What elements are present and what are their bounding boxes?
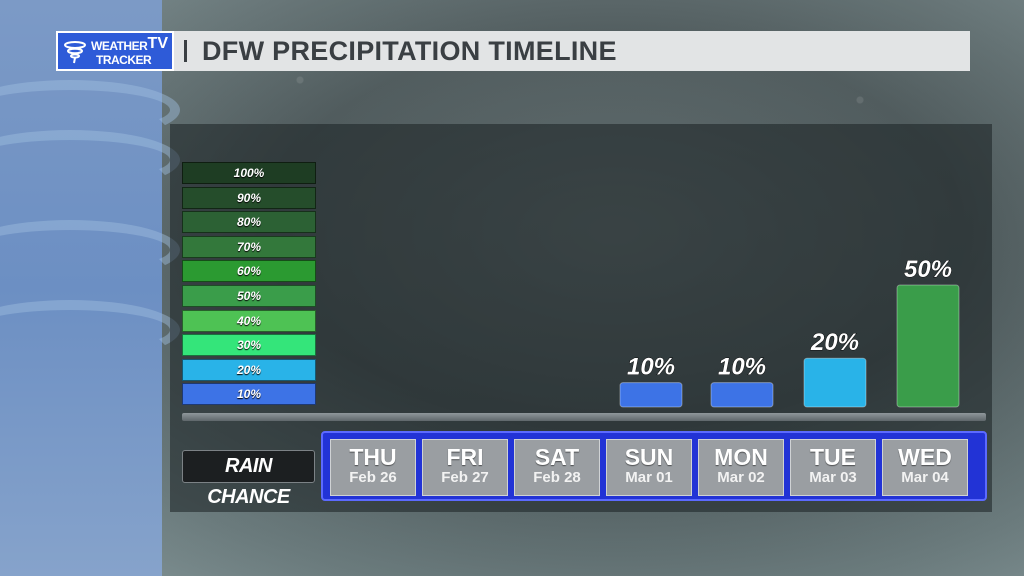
legend-cell: 100%: [182, 162, 316, 184]
day-name: FRI: [446, 444, 484, 470]
legend-cell: 40%: [182, 309, 316, 332]
legend-cell: 30%: [182, 334, 316, 357]
day-date: Feb 27: [441, 469, 489, 486]
day-name: TUE: [810, 444, 856, 470]
logo-text-weather: WEATHER: [91, 39, 148, 53]
bar-wed: [896, 284, 960, 408]
legend-cell: 80%: [182, 211, 316, 234]
legend-cell: 90%: [182, 186, 316, 209]
bar-sun: [619, 382, 683, 408]
day-date: Feb 26: [349, 469, 397, 486]
station-logo: WEATHER TRACKER TV: [56, 31, 174, 71]
bar-value-label: 20%: [810, 329, 859, 356]
legend-cell: 70%: [182, 235, 316, 258]
chart-baseline: [182, 413, 986, 421]
bar-tue: [803, 357, 867, 408]
day-cell: SAT Feb 28: [514, 439, 600, 496]
day-cell: THU Feb 26: [330, 439, 416, 496]
day-cell: FRI Feb 27: [422, 439, 508, 496]
legend-cell: 50%: [182, 284, 316, 307]
header: WEATHER TRACKER TV DFW PRECIPITATION TIM…: [56, 31, 970, 71]
page-title: DFW PRECIPITATION TIMELINE: [202, 36, 617, 66]
swirl-decor: [0, 80, 180, 140]
day-date: Mar 04: [901, 469, 949, 486]
day-name: THU: [349, 444, 397, 470]
title-bar: DFW PRECIPITATION TIMELINE: [174, 31, 970, 71]
logo-text-tv: TV: [147, 35, 168, 52]
legend-cell: 60%: [182, 260, 316, 283]
bar-mon: [710, 382, 774, 408]
bar-value-label: 50%: [904, 256, 952, 283]
day-date: Feb 28: [533, 469, 581, 486]
day-name: MON: [714, 444, 768, 470]
day-cell: TUE Mar 03: [790, 439, 876, 496]
day-strip: THU Feb 26 FRI Feb 27 SAT Feb 28 SUN Mar 01 MON M…: [321, 431, 987, 501]
bar-value-label: 10%: [627, 354, 675, 381]
day-name: WED: [898, 444, 952, 470]
day-date: Mar 01: [625, 469, 673, 486]
day-date: Mar 03: [809, 469, 857, 486]
tornado-icon: [64, 41, 86, 64]
day-name: SUN: [624, 444, 674, 470]
day-cell: SUN Mar 01: [606, 439, 692, 496]
legend-cell: 10%: [182, 383, 316, 406]
day-name: SAT: [534, 444, 580, 470]
legend-cell: 20%: [182, 358, 316, 381]
day-cell: MON Mar 02: [698, 439, 784, 496]
bar-value-label: 10%: [718, 354, 766, 381]
day-date: Mar 02: [717, 469, 765, 486]
rain-chance-label: RAIN CHANCE: [182, 450, 315, 508]
left-decor-strip: [0, 0, 180, 576]
percent-legend: 100% 90% 80% 70% 60% 50% 40% 30% 20% 10%: [182, 162, 316, 408]
day-cell: WED Mar 04: [882, 439, 968, 496]
logo-text-tracker: TRACKER: [96, 53, 152, 67]
title-separator: [184, 40, 187, 62]
